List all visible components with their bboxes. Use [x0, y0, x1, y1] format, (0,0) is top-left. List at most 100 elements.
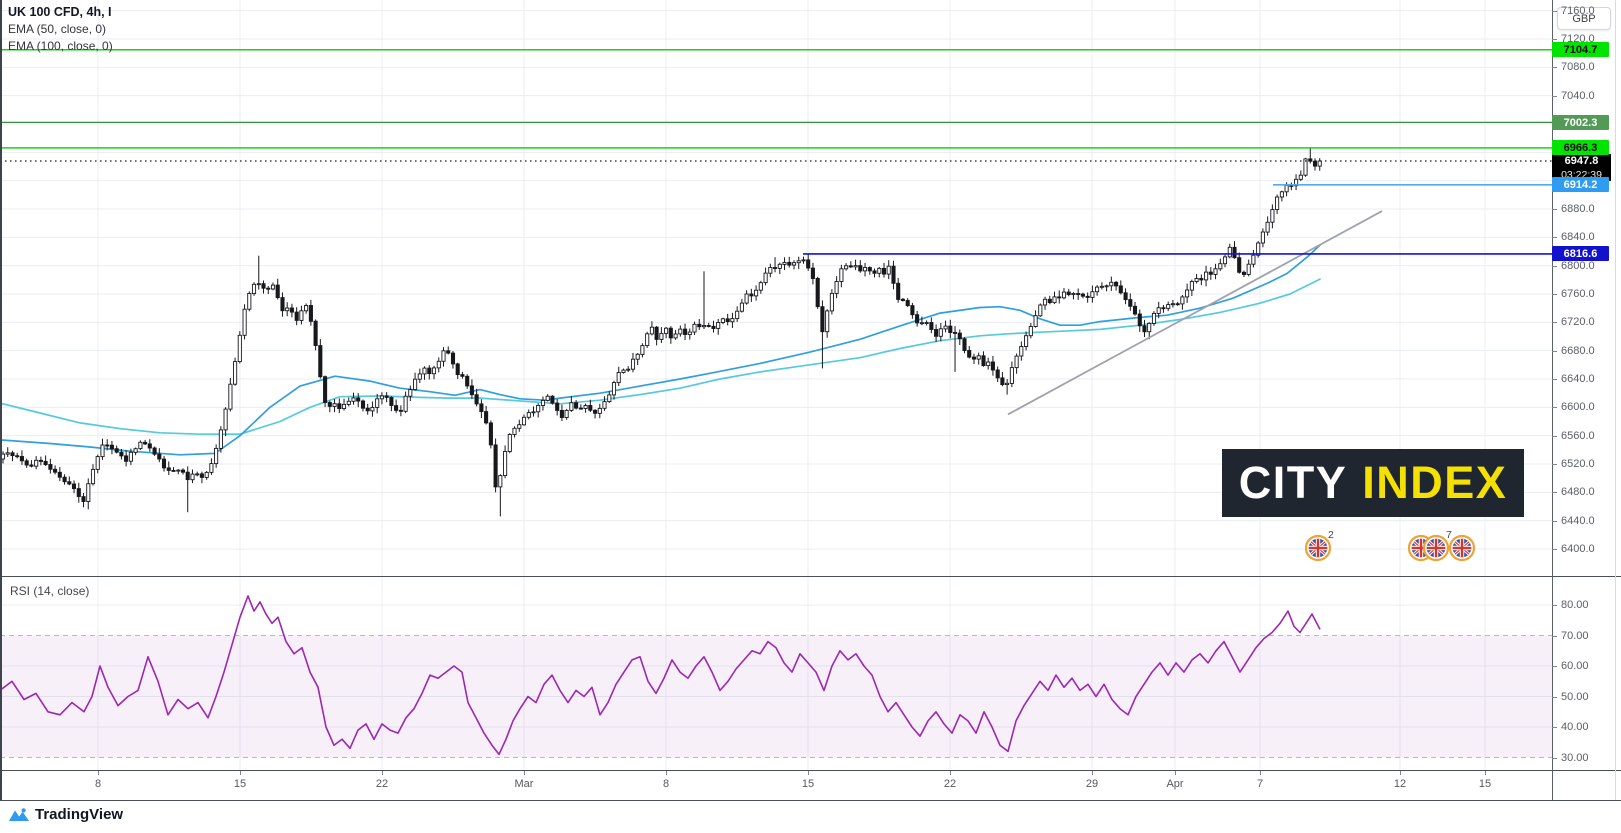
candle-body: [1128, 299, 1133, 307]
tradingview-logo-icon: [9, 807, 29, 821]
rsi-tick-label: 30.00: [1561, 752, 1589, 764]
legend-ema50[interactable]: EMA (50, close, 0): [8, 22, 107, 36]
candle-body: [1080, 293, 1085, 297]
candle-body: [408, 389, 413, 397]
candle-body: [1189, 281, 1194, 291]
candle-body: [1014, 355, 1019, 369]
candle-body: [687, 331, 692, 336]
candle-body: [616, 372, 621, 384]
rsi-chart-canvas[interactable]: [0, 576, 1552, 770]
pane-separator-top[interactable]: [0, 576, 1621, 577]
time-tick-mark: [1400, 771, 1401, 775]
price-axis[interactable]: GBP 6947.8 03:22:39 7160.0 7120.0 7080.0 70…: [1552, 0, 1621, 833]
economic-event-flag-icon[interactable]: 7: [1422, 529, 1452, 562]
candle-body: [223, 408, 228, 431]
candle-body: [1175, 303, 1180, 306]
candle-body: [990, 361, 995, 371]
symbol-title[interactable]: UK 100 CFD, 4h, I: [8, 5, 112, 19]
rsi-tick-mark: [1552, 666, 1557, 667]
candle-body: [881, 267, 887, 275]
economic-event-flag-icon[interactable]: 2: [1304, 529, 1334, 562]
candle-body: [379, 395, 384, 400]
candle-body: [218, 429, 223, 449]
candle-body: [815, 277, 820, 308]
candle-body: [1000, 377, 1005, 386]
candle-body: [825, 310, 830, 333]
candle-body: [507, 434, 512, 452]
candle-body: [891, 265, 896, 284]
candle-body: [53, 468, 58, 473]
candle-body: [313, 320, 318, 346]
candle-body: [266, 287, 271, 290]
candle-body: [323, 376, 328, 403]
candle-body: [484, 411, 489, 424]
time-tick-mark: [1485, 771, 1486, 775]
candle-body: [318, 345, 323, 378]
price-tick-label: 6640.0: [1561, 373, 1595, 385]
ema100-line[interactable]: [0, 278, 1321, 436]
window-left-border: [0, 0, 2, 800]
candle-body: [1227, 246, 1232, 258]
time-tick-mark: [1175, 771, 1176, 775]
right-edge-border: [1615, 0, 1616, 800]
candle-body: [465, 375, 470, 387]
candle-body: [403, 395, 408, 412]
candle-body: [834, 281, 839, 294]
candle-body: [327, 402, 332, 407]
candle-body: [498, 475, 503, 488]
chart-legend: UK 100 CFD, 4h, I EMA (50, close, 0) EMA…: [8, 4, 113, 55]
rsi-tick-mark: [1552, 605, 1557, 606]
candle-body: [67, 481, 72, 485]
candle-body: [526, 412, 531, 418]
candle-body: [782, 261, 787, 265]
candle-body: [1033, 315, 1038, 327]
candle-body: [607, 394, 612, 403]
candle-body: [100, 444, 105, 458]
candle-body: [242, 308, 247, 336]
candle-body: [749, 293, 754, 297]
candle-body: [1066, 291, 1071, 296]
city-index-logo: CITY INDEX: [1222, 449, 1524, 517]
candle-body: [1166, 304, 1171, 309]
ema50-line[interactable]: [0, 244, 1321, 456]
candle-body: [332, 403, 337, 407]
candle-body: [86, 483, 91, 502]
time-tick-label: 8: [94, 778, 102, 790]
candle-body: [801, 259, 806, 262]
candle-body: [299, 310, 304, 321]
candle-body: [1123, 292, 1128, 301]
candle-body: [772, 267, 778, 269]
candle-body: [943, 325, 948, 330]
time-tick-mark: [808, 771, 809, 775]
candle-body: [1265, 221, 1270, 233]
rsi-indicator-label[interactable]: RSI (14, close): [10, 584, 90, 598]
time-tick-label: 29: [1085, 778, 1099, 790]
candle-body: [1204, 271, 1209, 281]
currency-toggle-button[interactable]: GBP: [1557, 7, 1611, 30]
candle-body: [1185, 289, 1190, 298]
candle-body: [422, 367, 427, 375]
candle-body: [844, 265, 849, 270]
candle-body: [365, 407, 370, 412]
candle-body: [929, 322, 934, 330]
economic-event-flag-icon[interactable]: [1448, 534, 1476, 562]
candle-body: [545, 395, 550, 401]
candle-body: [1057, 296, 1062, 299]
candle-body: [337, 403, 342, 410]
candle-body: [697, 323, 702, 328]
candle-body: [1156, 307, 1161, 314]
tradingview-attribution-link[interactable]: TradingView: [8, 806, 123, 823]
price-tick-mark: [1552, 266, 1557, 267]
candle-body: [1076, 293, 1081, 295]
time-axis[interactable]: 8 15 22 Mar 8 15 22 29 Apr 7 12 15: [0, 771, 1552, 800]
candle-body: [176, 469, 181, 472]
candle-body: [503, 451, 508, 477]
candle-body: [900, 298, 905, 301]
candle-body: [446, 350, 451, 354]
trendline-drawing[interactable]: [1007, 210, 1383, 416]
candle-body: [389, 396, 394, 406]
rsi-line[interactable]: [0, 595, 1321, 756]
legend-ema100[interactable]: EMA (100, close, 0): [8, 39, 113, 53]
candle-body: [706, 325, 711, 327]
